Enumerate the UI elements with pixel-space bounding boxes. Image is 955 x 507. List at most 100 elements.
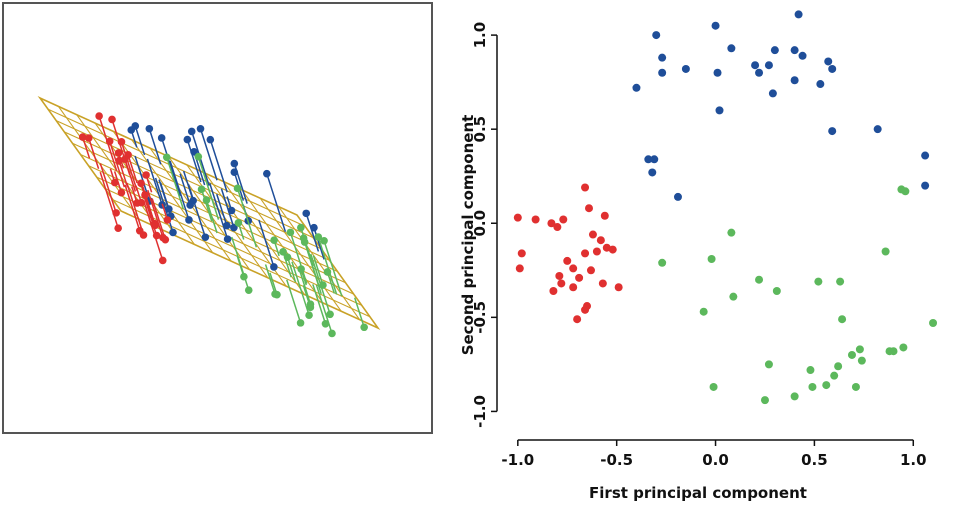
- point-3d-red: [158, 256, 167, 265]
- point-red: [569, 283, 578, 292]
- point-blue: [644, 155, 653, 164]
- projection-line-blue: [146, 158, 163, 206]
- projection-line-red: [124, 184, 141, 231]
- point-blue: [711, 21, 720, 30]
- point-green: [729, 292, 738, 301]
- point-green: [814, 277, 823, 286]
- point-3d-blue: [165, 205, 173, 213]
- axes: -1.0 -0.5 0.0 0.5 1.0 -1.0 -0.5 0.0 0.5 1.0: [471, 22, 927, 469]
- point-3d-green: [321, 319, 330, 328]
- point-3d-green: [306, 303, 315, 312]
- point-red: [581, 305, 590, 314]
- point-blue: [770, 46, 779, 55]
- point-blue: [798, 51, 807, 60]
- point-3d-blue: [190, 147, 198, 156]
- point-3d-blue: [230, 223, 238, 232]
- point-red: [553, 223, 562, 232]
- projection-line-green: [269, 272, 278, 295]
- point-3d-green: [194, 152, 203, 161]
- point-green: [901, 187, 910, 196]
- plane-grid-line: [112, 199, 371, 318]
- projection-line-green: [353, 297, 365, 328]
- projection-line-red: [99, 163, 117, 214]
- point-3d-green: [273, 290, 281, 299]
- projection-line-blue: [148, 128, 162, 165]
- point-red: [608, 245, 617, 254]
- point-3d-red: [108, 115, 116, 124]
- point-red: [547, 219, 556, 228]
- point-green: [929, 318, 938, 327]
- point-3d-green: [286, 228, 295, 237]
- point-blue: [751, 61, 760, 70]
- point-3d-blue: [145, 124, 154, 133]
- projection-line-red: [118, 160, 129, 188]
- plane-grid-line: [72, 142, 330, 261]
- point-3d-green: [297, 265, 305, 273]
- projection-line-blue: [305, 213, 320, 252]
- point-3d-green: [197, 185, 206, 194]
- point-3d-blue: [302, 209, 311, 218]
- point-red: [569, 264, 578, 273]
- point-blue: [727, 44, 736, 53]
- point-3d-blue: [131, 122, 140, 130]
- projection-line-red: [147, 189, 164, 238]
- point-3d-red: [161, 235, 170, 244]
- point-green: [855, 345, 864, 354]
- point-green: [764, 360, 773, 369]
- point-3d-blue: [185, 216, 193, 224]
- point-3d-red: [78, 133, 87, 141]
- point-3d-green: [305, 311, 313, 320]
- point-3d-green: [279, 248, 287, 256]
- point-3d-red: [142, 171, 150, 179]
- projection-line-green: [323, 240, 343, 297]
- projection-line-blue: [199, 128, 218, 181]
- projection-line-blue: [209, 183, 229, 240]
- projection-line-green: [236, 188, 258, 248]
- point-green: [772, 287, 781, 295]
- projection-line-red: [151, 198, 167, 240]
- point-red: [592, 247, 601, 256]
- point-green: [838, 315, 847, 324]
- scatter-points: [513, 10, 938, 405]
- point-3d-green: [296, 319, 305, 327]
- projection-line-blue: [186, 139, 202, 183]
- plane-outline: [37, 96, 381, 330]
- projection-line-blue: [179, 173, 191, 206]
- point-blue: [768, 89, 777, 98]
- point-3d-green: [283, 253, 292, 261]
- point-red: [588, 230, 597, 239]
- point-green: [822, 381, 831, 390]
- point-red: [614, 283, 623, 292]
- point-blue: [658, 53, 667, 62]
- point-3d-blue: [157, 134, 166, 142]
- point-3d-green: [202, 196, 211, 204]
- projection-line-green: [317, 236, 338, 295]
- point-blue: [681, 64, 690, 73]
- point-3d-blue: [206, 135, 215, 144]
- point-3d-red: [111, 178, 119, 187]
- point-blue: [764, 61, 773, 70]
- x-tick-label: 0.5: [801, 451, 828, 469]
- point-3d-green: [244, 286, 253, 294]
- point-3d-red: [151, 221, 159, 230]
- y-axis-title: Second principal component: [459, 115, 477, 356]
- point-3d-blue: [230, 159, 239, 168]
- point-red: [557, 279, 566, 288]
- point-blue: [921, 181, 930, 190]
- point-green: [808, 382, 817, 391]
- point-3d-blue: [201, 233, 210, 242]
- point-blue: [648, 168, 657, 177]
- point-3d-blue: [223, 235, 232, 243]
- projection-line-red: [88, 137, 100, 169]
- projection-line-red: [127, 154, 138, 184]
- projection-line-blue: [313, 227, 325, 260]
- y-tick-label: -0.5: [471, 301, 489, 334]
- point-red: [549, 287, 558, 295]
- plane-grid-line: [47, 108, 306, 227]
- point-3d-green: [328, 329, 336, 338]
- point-3d-blue: [310, 223, 318, 232]
- projection-line-red: [120, 141, 138, 191]
- point-red: [513, 213, 522, 222]
- point-3d-red: [105, 137, 114, 146]
- point-3d-red: [135, 226, 144, 235]
